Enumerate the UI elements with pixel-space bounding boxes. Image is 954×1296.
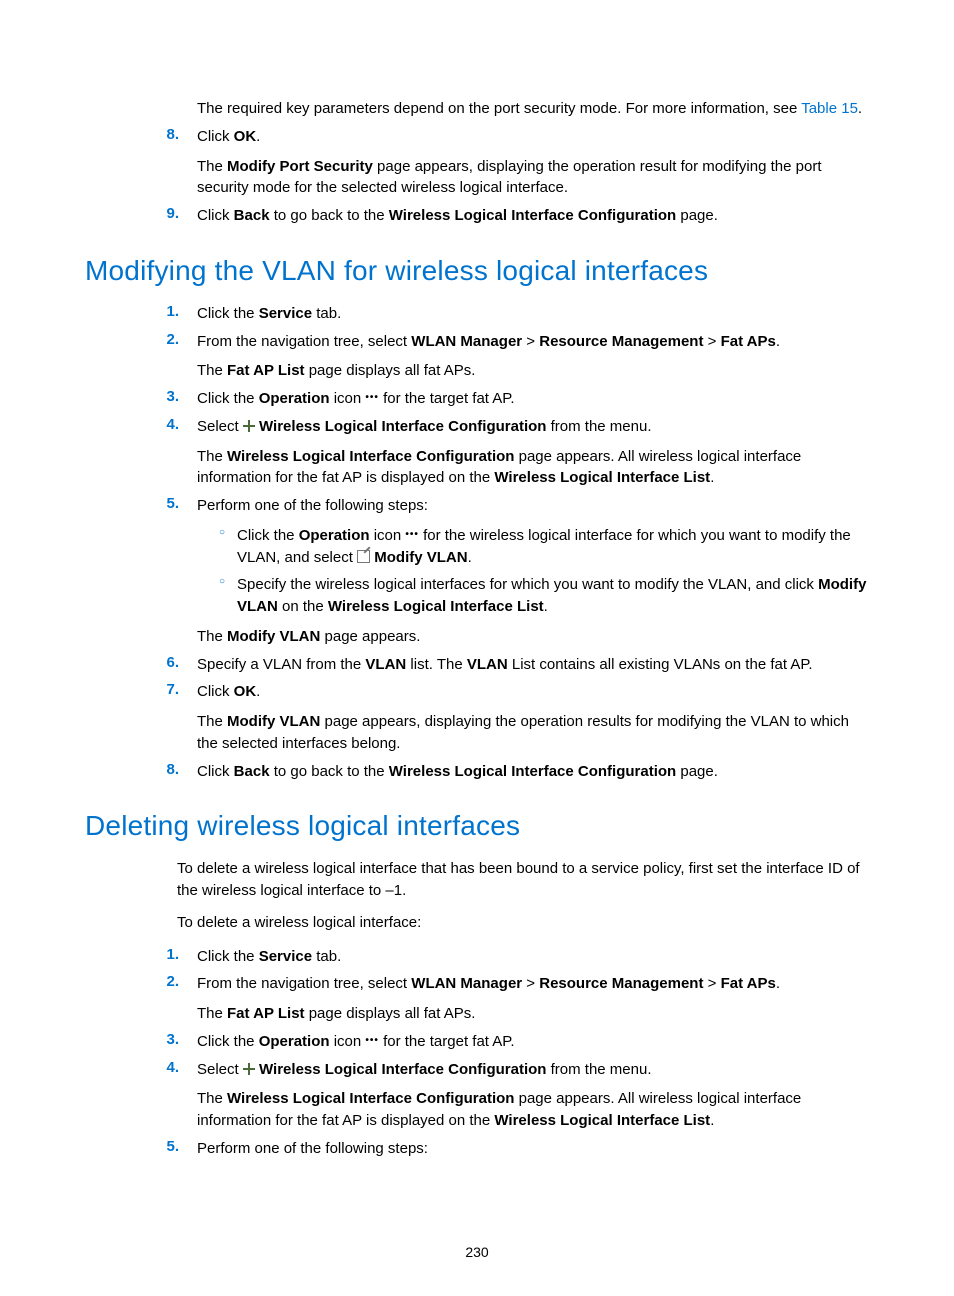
step-body: Perform one of the following steps: Click… <box>197 495 869 648</box>
step-number: 3. <box>149 388 197 405</box>
step-item: 5.Perform one of the following steps: Cli… <box>149 495 869 648</box>
heading-modify-vlan: Modifying the VLAN for wireless logical … <box>85 255 869 287</box>
edit-icon <box>357 550 370 563</box>
step-body: Select Wireless Logical Interface Config… <box>197 416 869 489</box>
more-dots-icon: ••• <box>405 528 419 543</box>
section2-steps-list: 1.Click the Service tab.2.From the navig… <box>85 946 869 1160</box>
step-item: 2.From the navigation tree, select WLAN … <box>149 331 869 383</box>
step-number: 7. <box>149 681 197 698</box>
step-item: The required key parameters depend on th… <box>149 98 869 120</box>
step-paragraph: Select Wireless Logical Interface Config… <box>197 416 869 438</box>
step-body: From the navigation tree, select WLAN Ma… <box>197 973 869 1025</box>
step-item: 8.Click OK. The Modify Port Security page… <box>149 126 869 199</box>
step-number: 4. <box>149 416 197 433</box>
step-paragraph: Click Back to go back to the Wireless Lo… <box>197 761 869 783</box>
step-body: Click Back to go back to the Wireless Lo… <box>197 205 869 227</box>
intro-paragraph: To delete a wireless logical interface t… <box>177 858 869 902</box>
step-item: 2.From the navigation tree, select WLAN … <box>149 973 869 1025</box>
section2-intro: To delete a wireless logical interface t… <box>177 858 869 933</box>
document-page: The required key parameters depend on th… <box>0 0 954 1296</box>
step-paragraph: Click the Service tab. <box>197 946 869 968</box>
sub-bullet-list: Click the Operation icon ••• for the wir… <box>197 525 869 618</box>
step-item: 9.Click Back to go back to the Wireless … <box>149 205 869 227</box>
step-body: Click OK. The Modify Port Security page a… <box>197 126 869 199</box>
more-dots-icon: ••• <box>365 1034 379 1049</box>
step-paragraph: The Wireless Logical Interface Configura… <box>197 1088 869 1132</box>
step-paragraph: Click OK. <box>197 126 869 148</box>
step-number: 5. <box>149 495 197 512</box>
step-number: 5. <box>149 1138 197 1155</box>
step-body: Specify a VLAN from the VLAN list. The V… <box>197 654 869 676</box>
section1-steps-list: 1.Click the Service tab.2.From the navig… <box>85 303 869 783</box>
step-paragraph: The Modify VLAN page appears. <box>197 626 869 648</box>
top-steps-list: The required key parameters depend on th… <box>85 98 869 227</box>
step-body: Click the Service tab. <box>197 946 869 968</box>
plus-icon <box>243 1063 255 1075</box>
step-number: 1. <box>149 946 197 963</box>
step-paragraph: Perform one of the following steps: <box>197 495 869 517</box>
step-paragraph: Click the Operation icon ••• for the tar… <box>197 1031 869 1053</box>
step-number: 6. <box>149 654 197 671</box>
step-paragraph: The Modify VLAN page appears, displaying… <box>197 711 869 755</box>
step-item: 8.Click Back to go back to the Wireless … <box>149 761 869 783</box>
step-item: 3.Click the Operation icon ••• for the t… <box>149 1031 869 1053</box>
step-item: 6.Specify a VLAN from the VLAN list. The… <box>149 654 869 676</box>
step-item: 1.Click the Service tab. <box>149 303 869 325</box>
step-body: Perform one of the following steps: <box>197 1138 869 1160</box>
step-body: Click the Operation icon ••• for the tar… <box>197 388 869 410</box>
step-paragraph: Select Wireless Logical Interface Config… <box>197 1059 869 1081</box>
plus-icon <box>243 420 255 432</box>
step-item: 1.Click the Service tab. <box>149 946 869 968</box>
step-paragraph: Perform one of the following steps: <box>197 1138 869 1160</box>
step-paragraph: Click the Service tab. <box>197 303 869 325</box>
step-body: Click the Operation icon ••• for the tar… <box>197 1031 869 1053</box>
sub-bullet-item: Specify the wireless logical interfaces … <box>219 574 869 618</box>
step-paragraph: The required key parameters depend on th… <box>197 98 869 120</box>
step-number: 9. <box>149 205 197 222</box>
step-body: The required key parameters depend on th… <box>197 98 869 120</box>
step-number: 2. <box>149 973 197 990</box>
step-number: 1. <box>149 303 197 320</box>
step-item: 7.Click OK. The Modify VLAN page appears,… <box>149 681 869 754</box>
sub-bullet-item: Click the Operation icon ••• for the wir… <box>219 525 869 569</box>
step-paragraph: From the navigation tree, select WLAN Ma… <box>197 973 869 995</box>
step-item: 4.Select Wireless Logical Interface Conf… <box>149 416 869 489</box>
step-paragraph: Click OK. <box>197 681 869 703</box>
step-paragraph: From the navigation tree, select WLAN Ma… <box>197 331 869 353</box>
page-number: 230 <box>0 1244 954 1260</box>
step-number: 3. <box>149 1031 197 1048</box>
more-dots-icon: ••• <box>365 391 379 406</box>
step-item: 3.Click the Operation icon ••• for the t… <box>149 388 869 410</box>
step-number: 8. <box>149 126 197 143</box>
step-number: 2. <box>149 331 197 348</box>
step-paragraph: Click the Operation icon ••• for the tar… <box>197 388 869 410</box>
step-number: 4. <box>149 1059 197 1076</box>
step-body: Click Back to go back to the Wireless Lo… <box>197 761 869 783</box>
step-paragraph: The Wireless Logical Interface Configura… <box>197 446 869 490</box>
step-body: Select Wireless Logical Interface Config… <box>197 1059 869 1132</box>
step-body: Click OK. The Modify VLAN page appears, d… <box>197 681 869 754</box>
step-paragraph: The Fat AP List page displays all fat AP… <box>197 360 869 382</box>
step-paragraph: Specify a VLAN from the VLAN list. The V… <box>197 654 869 676</box>
step-item: 4.Select Wireless Logical Interface Conf… <box>149 1059 869 1132</box>
step-item: 5.Perform one of the following steps: <box>149 1138 869 1160</box>
heading-delete-wli: Deleting wireless logical interfaces <box>85 810 869 842</box>
step-number: 8. <box>149 761 197 778</box>
step-paragraph: The Fat AP List page displays all fat AP… <box>197 1003 869 1025</box>
step-body: Click the Service tab. <box>197 303 869 325</box>
intro-paragraph: To delete a wireless logical interface: <box>177 912 869 934</box>
step-paragraph: The Modify Port Security page appears, d… <box>197 156 869 200</box>
step-paragraph: Click Back to go back to the Wireless Lo… <box>197 205 869 227</box>
step-body: From the navigation tree, select WLAN Ma… <box>197 331 869 383</box>
